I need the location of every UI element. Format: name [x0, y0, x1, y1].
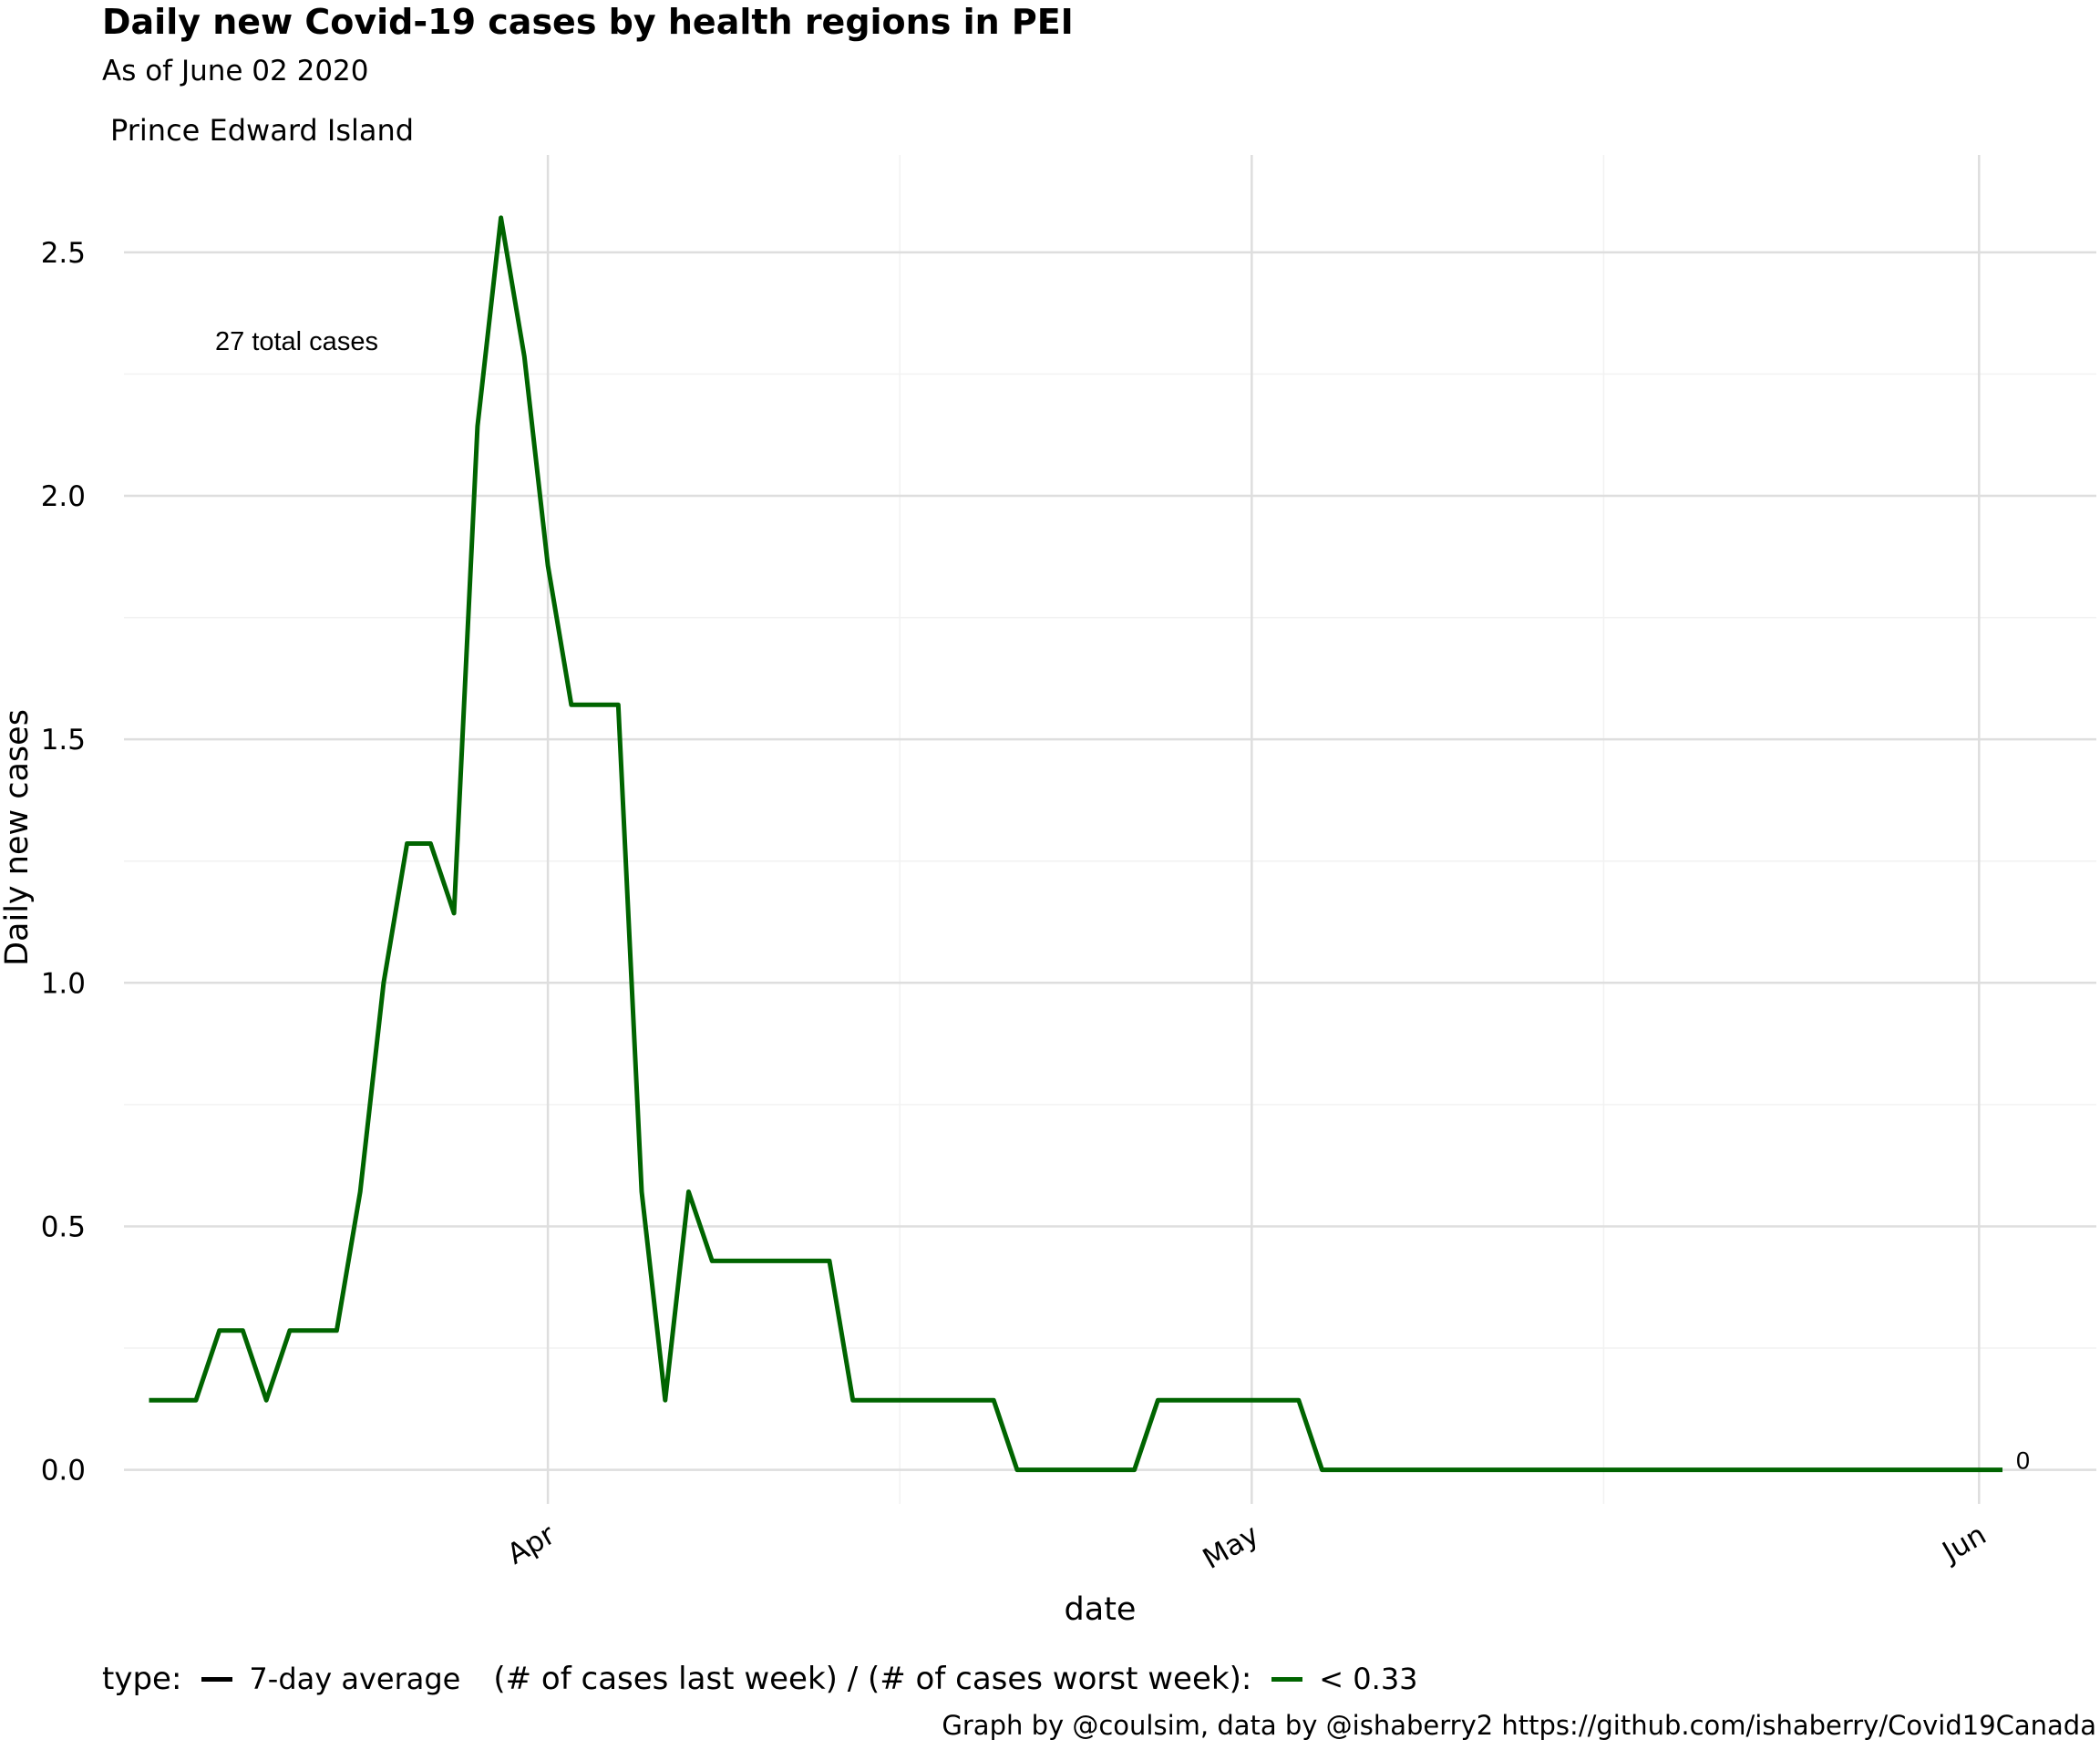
x-axis-label: date [1065, 1591, 1137, 1628]
y-tick-label: 2.0 [41, 480, 86, 513]
facet-label: Prince Edward Island [110, 113, 415, 148]
total-cases-annotation: 27 total cases [215, 327, 378, 356]
end-value-label: 0 [2016, 1447, 2030, 1475]
y-tick-labels: 0.0 0.5 1.0 1.5 2.0 2.5 [41, 237, 86, 1488]
source-caption: Graph by @coulsim, data by @ishaberry2 h… [942, 1710, 2096, 1741]
legend-type-title: type: [102, 1661, 182, 1697]
chart-subtitle: As of June 02 2020 [102, 55, 369, 88]
y-tick-label: 1.0 [41, 967, 86, 1000]
y-tick-label: 2.5 [41, 237, 86, 270]
series-line-7-day-average [149, 215, 2002, 1473]
x-tick-label: Apr [502, 1518, 561, 1571]
legend-ratio-entry: < 0.33 [1319, 1662, 1418, 1696]
gridlines [124, 155, 2096, 1504]
y-tick-label: 0.0 [41, 1455, 86, 1488]
legend-key-black-line [201, 1676, 233, 1682]
y-tick-label: 0.5 [41, 1210, 86, 1243]
legend-ratio-title: (# of cases last week) / (# of cases wor… [493, 1661, 1252, 1697]
chart-title: Daily new Covid-19 cases by health regio… [102, 2, 1074, 42]
x-tick-label: Jun [1936, 1518, 1992, 1570]
legend: type: 7-day average (# of cases last wee… [102, 1661, 1418, 1697]
y-axis-label: Daily new cases [0, 709, 36, 966]
legend-key-green-line [1271, 1676, 1303, 1682]
y-tick-label: 1.5 [41, 724, 86, 757]
legend-type-entry: 7-day average [249, 1662, 461, 1696]
x-tick-labels: Apr May Jun [502, 1518, 1992, 1576]
x-tick-label: May [1198, 1518, 1265, 1576]
